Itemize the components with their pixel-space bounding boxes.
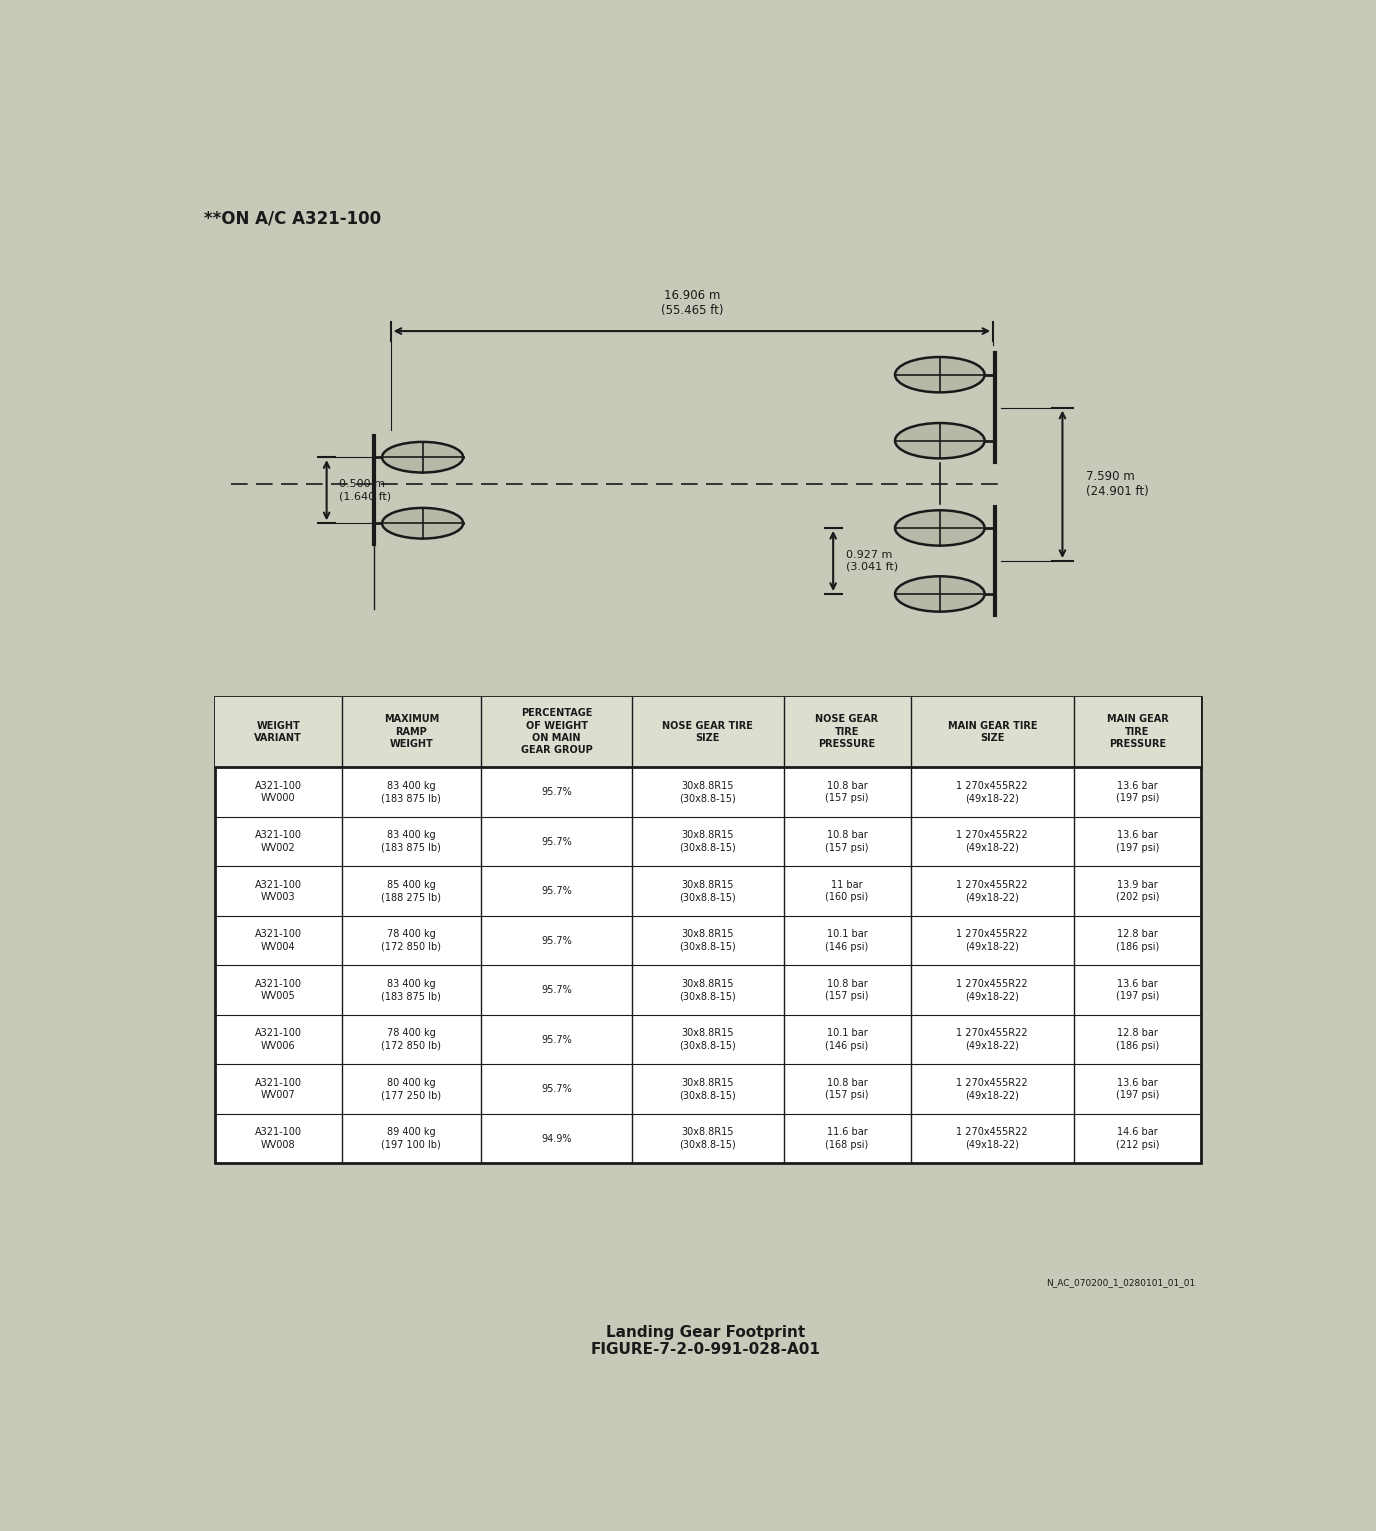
Text: 95.7%: 95.7% [541,935,572,946]
Text: MAXIMUM
RAMP
WEIGHT: MAXIMUM RAMP WEIGHT [384,715,439,749]
Text: MAIN GEAR TIRE
SIZE: MAIN GEAR TIRE SIZE [948,721,1038,743]
Text: MAIN GEAR
TIRE
PRESSURE: MAIN GEAR TIRE PRESSURE [1106,715,1168,749]
Text: 10.8 bar
(157 psi): 10.8 bar (157 psi) [826,830,868,853]
Text: 0.927 m
(3.041 ft): 0.927 m (3.041 ft) [846,550,899,571]
Text: 30x8.8R15
(30x8.8-15): 30x8.8R15 (30x8.8-15) [680,1078,736,1101]
Text: 10.8 bar
(157 psi): 10.8 bar (157 psi) [826,781,868,804]
Text: 30x8.8R15
(30x8.8-15): 30x8.8R15 (30x8.8-15) [680,781,736,804]
Text: 95.7%: 95.7% [541,984,572,995]
Text: A321-100
WV006: A321-100 WV006 [255,1029,301,1050]
Text: 95.7%: 95.7% [541,1035,572,1044]
Bar [215,697,1201,1164]
Text: 1 270x455R22
(49x18-22): 1 270x455R22 (49x18-22) [956,1078,1028,1101]
Text: 1 270x455R22
(49x18-22): 1 270x455R22 (49x18-22) [956,830,1028,853]
Text: 1 270x455R22
(49x18-22): 1 270x455R22 (49x18-22) [956,1029,1028,1050]
Text: **ON A/C A321-100: **ON A/C A321-100 [204,210,381,228]
Text: 10.1 bar
(146 psi): 10.1 bar (146 psi) [826,929,868,952]
Text: 10.1 bar
(146 psi): 10.1 bar (146 psi) [826,1029,868,1050]
Text: Landing Gear Footprint
FIGURE-7-2-0-991-028-A01: Landing Gear Footprint FIGURE-7-2-0-991-… [590,1324,820,1358]
Text: 95.7%: 95.7% [541,1084,572,1095]
Ellipse shape [894,576,985,612]
Text: NOSE GEAR TIRE
SIZE: NOSE GEAR TIRE SIZE [662,721,753,743]
Text: 83 400 kg
(183 875 lb): 83 400 kg (183 875 lb) [381,781,442,804]
Text: A321-100
WV004: A321-100 WV004 [255,929,301,952]
Text: 78 400 kg
(172 850 lb): 78 400 kg (172 850 lb) [381,929,442,952]
Text: 78 400 kg
(172 850 lb): 78 400 kg (172 850 lb) [381,1029,442,1050]
Ellipse shape [894,357,985,392]
Text: 13.6 bar
(197 psi): 13.6 bar (197 psi) [1116,781,1159,804]
Text: 1 270x455R22
(49x18-22): 1 270x455R22 (49x18-22) [956,929,1028,952]
Text: 30x8.8R15
(30x8.8-15): 30x8.8R15 (30x8.8-15) [680,1029,736,1050]
Text: 80 400 kg
(177 250 lb): 80 400 kg (177 250 lb) [381,1078,442,1101]
Text: 1 270x455R22
(49x18-22): 1 270x455R22 (49x18-22) [956,1127,1028,1150]
Text: A321-100
WV003: A321-100 WV003 [255,880,301,902]
Text: PERCENTAGE
OF WEIGHT
ON MAIN
GEAR GROUP: PERCENTAGE OF WEIGHT ON MAIN GEAR GROUP [520,709,593,755]
Text: 1 270x455R22
(49x18-22): 1 270x455R22 (49x18-22) [956,880,1028,902]
Text: 85 400 kg
(188 275 lb): 85 400 kg (188 275 lb) [381,880,442,902]
Text: 13.9 bar
(202 psi): 13.9 bar (202 psi) [1116,880,1160,902]
Text: 95.7%: 95.7% [541,787,572,798]
Text: NOSE GEAR
TIRE
PRESSURE: NOSE GEAR TIRE PRESSURE [816,715,879,749]
Text: 10.8 bar
(157 psi): 10.8 bar (157 psi) [826,1078,868,1101]
Text: 30x8.8R15
(30x8.8-15): 30x8.8R15 (30x8.8-15) [680,978,736,1001]
Text: 13.6 bar
(197 psi): 13.6 bar (197 psi) [1116,1078,1159,1101]
Text: 94.9%: 94.9% [541,1133,572,1144]
Text: 13.6 bar
(197 psi): 13.6 bar (197 psi) [1116,978,1159,1001]
Text: 89 400 kg
(197 100 lb): 89 400 kg (197 100 lb) [381,1127,442,1150]
Text: 30x8.8R15
(30x8.8-15): 30x8.8R15 (30x8.8-15) [680,929,736,952]
Text: 7.590 m
(24.901 ft): 7.590 m (24.901 ft) [1086,470,1149,498]
Text: A321-100
WV005: A321-100 WV005 [255,978,301,1001]
Text: WEIGHT
VARIANT: WEIGHT VARIANT [255,721,303,743]
Text: 11.6 bar
(168 psi): 11.6 bar (168 psi) [826,1127,868,1150]
Text: 13.6 bar
(197 psi): 13.6 bar (197 psi) [1116,830,1159,853]
Text: 12.8 bar
(186 psi): 12.8 bar (186 psi) [1116,929,1159,952]
Text: 11 bar
(160 psi): 11 bar (160 psi) [826,880,868,902]
Text: 30x8.8R15
(30x8.8-15): 30x8.8R15 (30x8.8-15) [680,880,736,902]
Text: A321-100
WV008: A321-100 WV008 [255,1127,301,1150]
Text: 95.7%: 95.7% [541,836,572,847]
Ellipse shape [894,510,985,545]
Text: 95.7%: 95.7% [541,886,572,896]
Text: A321-100
WV000: A321-100 WV000 [255,781,301,804]
Text: N_AC_070200_1_0280101_01_01: N_AC_070200_1_0280101_01_01 [1047,1278,1196,1286]
Text: 30x8.8R15
(30x8.8-15): 30x8.8R15 (30x8.8-15) [680,830,736,853]
Text: 16.906 m
(55.465 ft): 16.906 m (55.465 ft) [660,289,724,317]
Ellipse shape [383,442,464,473]
Text: 1 270x455R22
(49x18-22): 1 270x455R22 (49x18-22) [956,978,1028,1001]
Text: 30x8.8R15
(30x8.8-15): 30x8.8R15 (30x8.8-15) [680,1127,736,1150]
Text: 0.500 m
(1.640 ft): 0.500 m (1.640 ft) [340,479,392,501]
Text: 14.6 bar
(212 psi): 14.6 bar (212 psi) [1116,1127,1160,1150]
Text: 12.8 bar
(186 psi): 12.8 bar (186 psi) [1116,1029,1159,1050]
Text: 83 400 kg
(183 875 lb): 83 400 kg (183 875 lb) [381,830,442,853]
Text: A321-100
WV002: A321-100 WV002 [255,830,301,853]
Bar [215,697,1201,767]
Text: 1 270x455R22
(49x18-22): 1 270x455R22 (49x18-22) [956,781,1028,804]
Text: A321-100
WV007: A321-100 WV007 [255,1078,301,1101]
Ellipse shape [383,508,464,539]
Text: 83 400 kg
(183 875 lb): 83 400 kg (183 875 lb) [381,978,442,1001]
Ellipse shape [894,423,985,458]
Text: 10.8 bar
(157 psi): 10.8 bar (157 psi) [826,978,868,1001]
